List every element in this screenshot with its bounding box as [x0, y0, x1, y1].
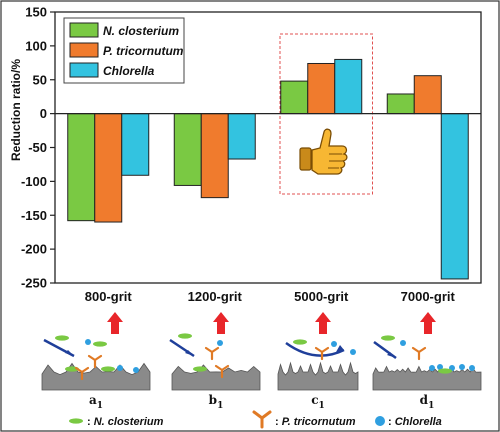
orange-tripod-icon [314, 346, 330, 361]
category-label: 800-grit [85, 289, 133, 304]
y-tick-label: 0 [40, 106, 47, 121]
blue-circle-icon [217, 340, 223, 346]
orange-tripod-icon [214, 364, 230, 379]
legend-swatch [69, 62, 99, 78]
green-ellipse-icon [69, 418, 83, 424]
green-ellipse-icon [293, 339, 307, 345]
legend-label: N. closterium [103, 24, 179, 38]
red-up-arrow-icon [213, 312, 229, 334]
blue-circle-icon [429, 365, 435, 371]
legend-label: Chlorella [103, 64, 155, 78]
chart-legend: N. closterium P. tricornutum Chlorella [63, 17, 185, 84]
bar-5000-grit-0 [280, 80, 309, 115]
bar-7000-grit-0 [386, 93, 415, 115]
y-tick-label: 100 [25, 38, 47, 53]
bar-7000-grit-1 [413, 75, 442, 115]
bar-1200-grit-0 [173, 113, 202, 186]
category-label: 5000-grit [294, 289, 349, 304]
green-ellipse-icon [438, 368, 452, 374]
legend-swatch [69, 22, 99, 38]
blue-circle-icon [375, 416, 385, 426]
category-labels: 800-grit 1200-grit 5000-grit 7000-grit [85, 289, 456, 304]
y-tick-labels: -250 -200 -150 -100 -50 0 50 100 150 [21, 5, 47, 291]
legend-label: P. tricornutum [103, 44, 184, 58]
legend-swatch [69, 42, 99, 58]
panel-labels: a1 b1 c1 d1 [89, 393, 434, 411]
y-tick-label: 150 [25, 5, 47, 20]
panel-label: b1 [209, 393, 224, 411]
panel-label: d1 [420, 393, 435, 411]
red-up-arrow-icon [315, 312, 331, 334]
blue-circle-icon [350, 349, 356, 355]
red-up-arrow-icon [107, 312, 123, 334]
bar-5000-grit-2 [334, 58, 363, 115]
y-tick-label: -200 [21, 242, 47, 257]
category-label: 1200-grit [188, 289, 243, 304]
surface-panel-4 [372, 335, 482, 391]
y-tick-label: -50 [28, 140, 47, 155]
axis-layer [50, 11, 482, 284]
red-up-arrows [107, 312, 436, 334]
category-label: 7000-grit [401, 289, 456, 304]
organism-legend: : N. closterium : P. tricornutum : Chlorel… [69, 410, 442, 429]
panel-label: a1 [89, 393, 103, 411]
bar-1200-grit-1 [200, 113, 229, 199]
organism-legend-label: : N. closterium [87, 416, 164, 428]
green-ellipse-icon [93, 341, 107, 347]
blue-circle-icon [117, 365, 123, 371]
panel-label: c1 [311, 393, 325, 411]
red-up-arrow-icon [420, 312, 436, 334]
orange-tripod-icon [252, 410, 272, 429]
orange-tripod-icon [411, 346, 427, 361]
bar-1200-grit-2 [227, 113, 256, 160]
bar-800-grit-2 [121, 113, 150, 176]
y-tick-label: -150 [21, 208, 47, 223]
y-tick-label: -100 [21, 174, 47, 189]
green-ellipse-icon [55, 335, 69, 341]
y-tick-label: -250 [21, 276, 47, 291]
bar-800-grit-0 [67, 113, 96, 222]
blue-circle-icon [85, 339, 91, 345]
orange-tripod-icon [87, 354, 103, 369]
green-ellipse-icon [193, 366, 207, 372]
blue-circle-icon [400, 340, 406, 346]
bar-5000-grit-1 [307, 62, 336, 115]
y-tick-label: 50 [33, 72, 47, 87]
thumbs-up-icon [299, 128, 348, 175]
surface-panel-1 [41, 335, 151, 391]
flow-arrow-icon [285, 341, 345, 357]
blue-circle-icon [437, 364, 443, 370]
bar-800-grit-1 [94, 113, 123, 223]
green-ellipse-icon [178, 333, 192, 339]
bar-7000-grit-2 [440, 113, 469, 280]
blue-circle-icon [133, 367, 139, 373]
organism-legend-label: : Chlorella [388, 416, 442, 428]
surface-panel-2 [169, 333, 261, 391]
blue-circle-icon [459, 364, 465, 370]
bars-layer [67, 58, 469, 280]
green-ellipse-icon [381, 335, 395, 341]
green-ellipse-icon [101, 366, 115, 372]
orange-tripod-icon [204, 346, 220, 361]
orange-tripod-icon [74, 366, 90, 381]
y-axis-label: Reduction ratio/% [9, 59, 23, 161]
blue-circle-icon [469, 365, 475, 371]
blue-circle-icon [331, 341, 337, 347]
surface-panel-3 [277, 339, 359, 391]
surface-schematics [41, 333, 482, 391]
organism-legend-label: : P. tricornutum [275, 416, 356, 428]
